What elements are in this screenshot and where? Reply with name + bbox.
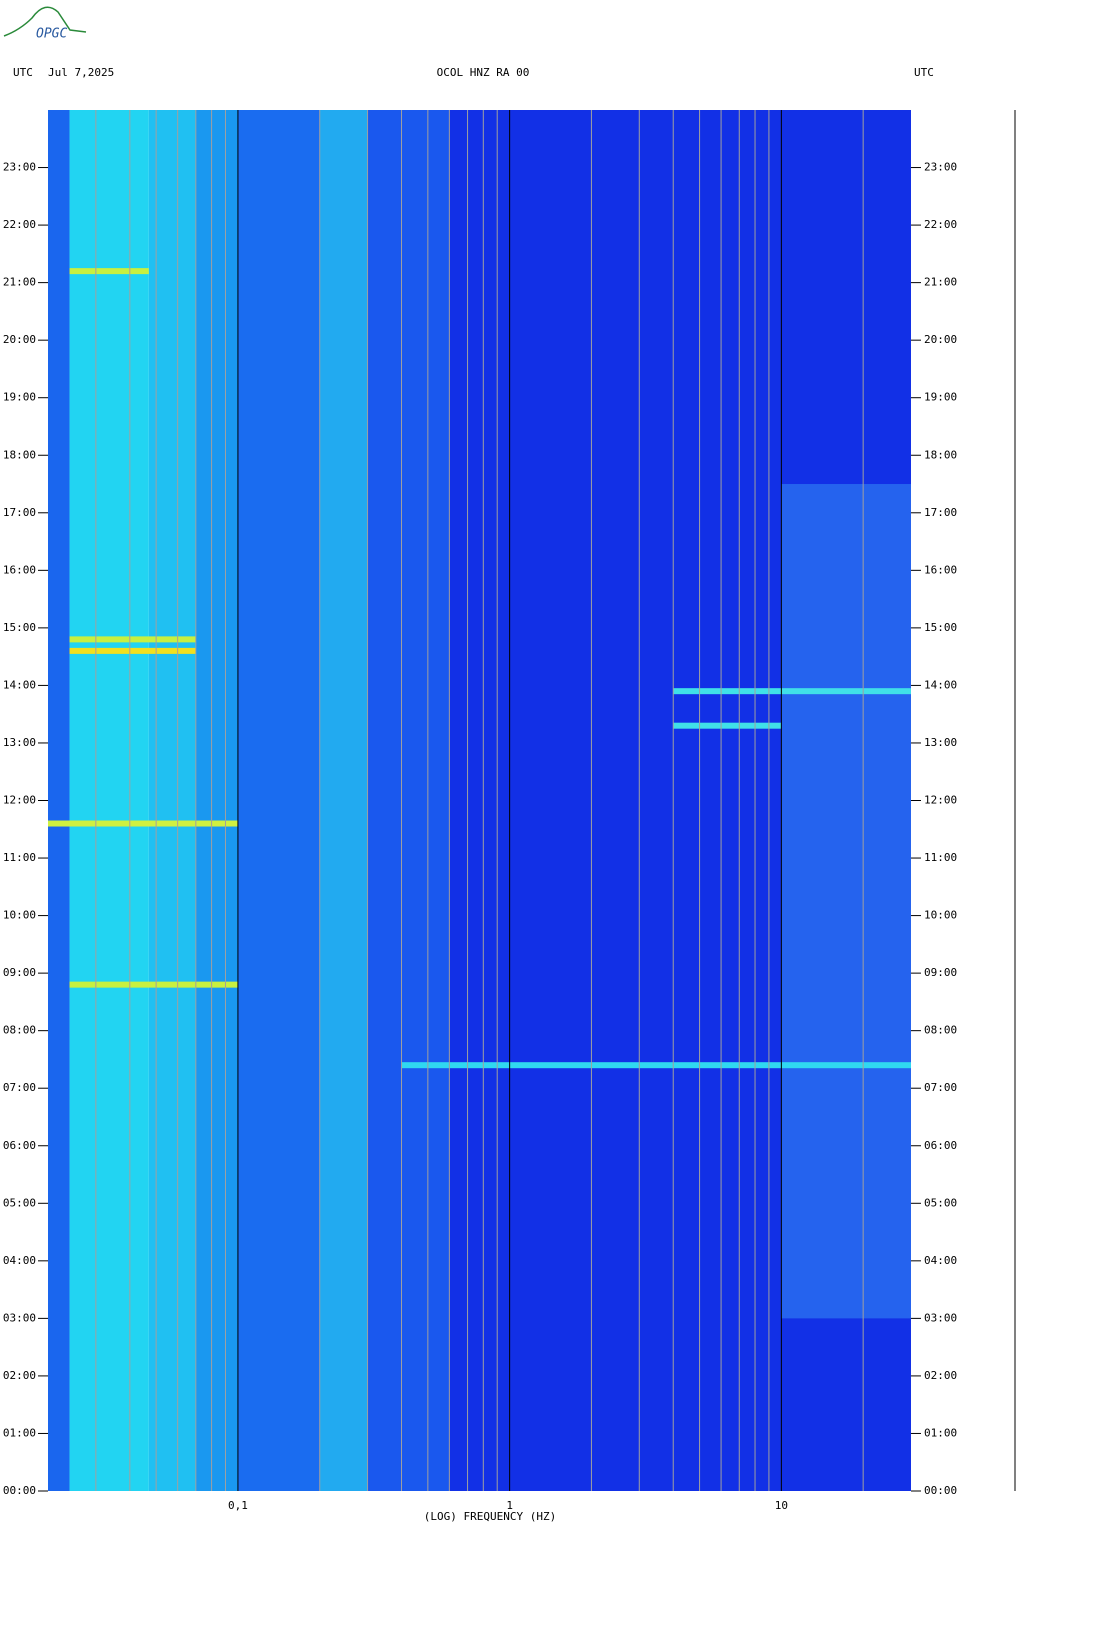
y-tick-label: 11:00 [3, 851, 36, 864]
y-tick-label: 22:00 [924, 218, 957, 231]
chart-title: OCOL HNZ RA 00 [437, 66, 530, 79]
y-tick-label: 08:00 [3, 1024, 36, 1037]
logo-curve [3, 6, 87, 37]
event-streak [69, 268, 149, 275]
spectral-band [367, 110, 450, 1491]
y-tick-label: 03:00 [3, 1311, 36, 1324]
spectral-band [237, 110, 320, 1491]
spectral-band [319, 110, 368, 1491]
spectral-band [69, 110, 149, 1491]
left-axis-label: UTC [13, 66, 33, 79]
y-tick-label: 21:00 [924, 276, 957, 289]
y-tick-label: 23:00 [3, 161, 36, 174]
y-tick-label: 02:00 [3, 1369, 36, 1382]
x-tick-label: 10 [775, 1499, 788, 1512]
event-streak [401, 1062, 911, 1069]
activity-region [781, 484, 911, 1319]
y-tick-label: 03:00 [924, 1311, 957, 1324]
y-tick-label: 16:00 [3, 563, 36, 576]
x-tick-label: 0,1 [228, 1499, 248, 1512]
right-axis-label: UTC [914, 66, 934, 79]
y-tick-label: 23:00 [924, 161, 957, 174]
date-label: Jul 7,2025 [48, 66, 114, 79]
x-tick-label: 1 [506, 1499, 513, 1512]
y-tick-label: 04:00 [924, 1254, 957, 1267]
y-tick-label: 16:00 [924, 563, 957, 576]
event-streak [69, 636, 196, 643]
y-tick-label: 07:00 [924, 1081, 957, 1094]
y-tick-label: 08:00 [924, 1024, 957, 1037]
y-tick-label: 10:00 [924, 909, 957, 922]
y-tick-label: 22:00 [3, 218, 36, 231]
y-tick-label: 18:00 [924, 448, 957, 461]
y-tick-label: 07:00 [3, 1081, 36, 1094]
y-tick-label: 17:00 [3, 506, 36, 519]
y-tick-label: 12:00 [3, 794, 36, 807]
spectral-band [148, 110, 196, 1491]
y-tick-label: 09:00 [924, 966, 957, 979]
y-tick-label: 10:00 [3, 909, 36, 922]
logo: OPGC [36, 27, 67, 42]
y-tick-label: 13:00 [924, 736, 957, 749]
y-tick-label: 15:00 [3, 621, 36, 634]
spectral-band [48, 110, 70, 1491]
y-tick-label: 18:00 [3, 448, 36, 461]
x-axis-label: (LOG) FREQUENCY (HZ) [424, 1510, 556, 1523]
spectral-band [195, 110, 238, 1491]
y-tick-label: 20:00 [3, 333, 36, 346]
y-tick-label: 19:00 [924, 391, 957, 404]
event-streak [69, 981, 238, 988]
y-tick-label: 05:00 [924, 1196, 957, 1209]
y-tick-label: 13:00 [3, 736, 36, 749]
y-tick-label: 19:00 [3, 391, 36, 404]
y-tick-label: 14:00 [924, 678, 957, 691]
y-tick-label: 06:00 [924, 1139, 957, 1152]
event-streak [69, 647, 196, 654]
y-tick-label: 21:00 [3, 276, 36, 289]
y-tick-label: 09:00 [3, 966, 36, 979]
y-tick-label: 02:00 [924, 1369, 957, 1382]
event-streak [673, 722, 782, 729]
y-tick-label: 01:00 [924, 1426, 957, 1439]
event-streak [48, 820, 238, 827]
y-tick-label: 11:00 [924, 851, 957, 864]
y-tick-label: 00:00 [3, 1484, 36, 1497]
y-tick-label: 05:00 [3, 1196, 36, 1209]
y-tick-label: 06:00 [3, 1139, 36, 1152]
y-tick-label: 14:00 [3, 678, 36, 691]
y-tick-label: 15:00 [924, 621, 957, 634]
y-tick-label: 17:00 [924, 506, 957, 519]
y-tick-label: 12:00 [924, 794, 957, 807]
y-tick-label: 00:00 [924, 1484, 957, 1497]
y-tick-label: 04:00 [3, 1254, 36, 1267]
y-tick-label: 01:00 [3, 1426, 36, 1439]
event-streak [673, 688, 911, 695]
y-tick-label: 20:00 [924, 333, 957, 346]
